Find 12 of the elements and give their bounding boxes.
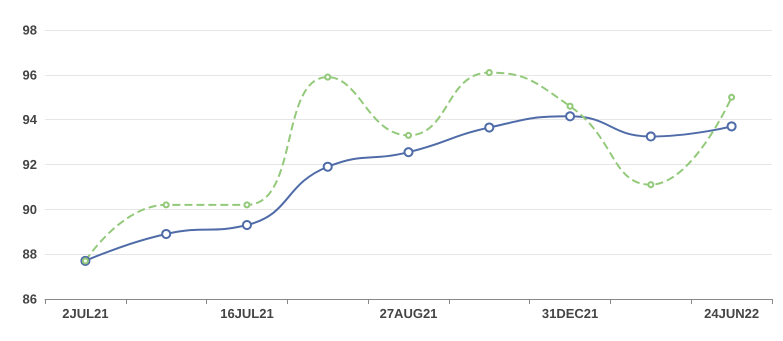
- x-tick-label: 31DEC21: [542, 306, 598, 321]
- x-tick-label: 16JUL21: [220, 306, 274, 321]
- y-tick-label: 96: [22, 67, 37, 82]
- y-tick-label: 88: [22, 246, 37, 262]
- y-tick-label: 98: [22, 22, 37, 38]
- y-tick-label: 86: [22, 292, 37, 306]
- x-tick-label: 27AUG21: [380, 306, 438, 321]
- y-tick-label: 92: [22, 157, 37, 172]
- x-tick-label: 2JUL21: [62, 306, 109, 321]
- x-tick-label: 24JUN22: [704, 306, 760, 321]
- y-tick-label: 90: [22, 202, 37, 217]
- y-tick-label: 94: [22, 112, 38, 128]
